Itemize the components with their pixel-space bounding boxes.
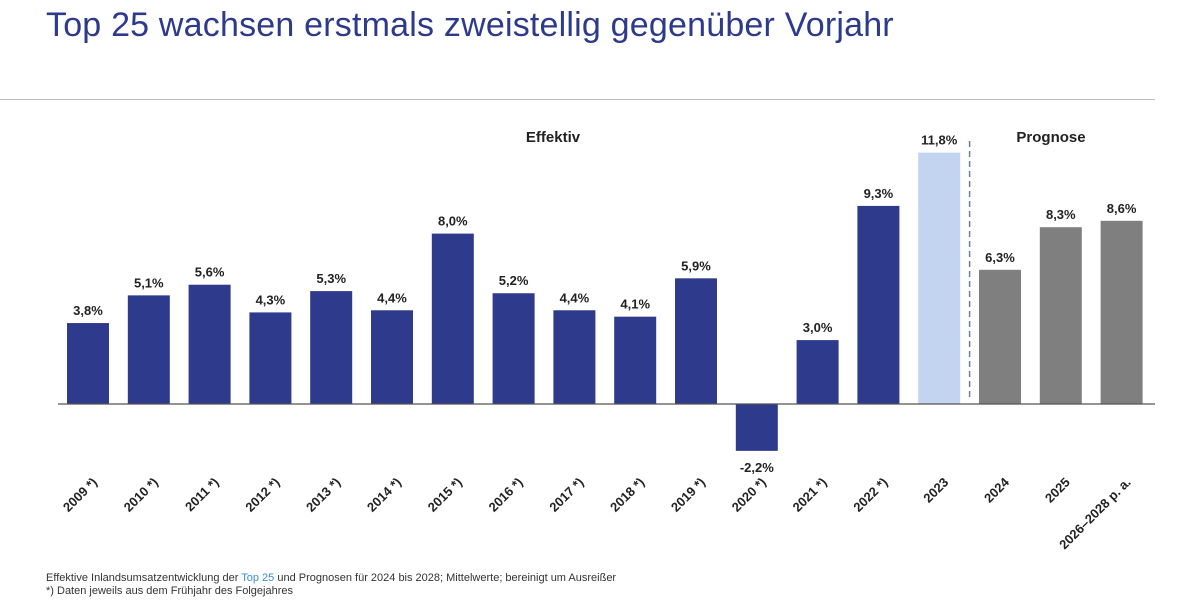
category-label-5: 2014 *) (364, 475, 404, 515)
category-label-6: 2015 *) (425, 475, 465, 515)
category-label-7: 2016 *) (485, 475, 525, 515)
category-label-10: 2019 *) (668, 475, 708, 515)
bar-5 (371, 310, 413, 404)
category-label-9: 2018 *) (607, 475, 647, 515)
section-label-actual: Effektiv (526, 129, 581, 146)
category-label-11: 2020 *) (729, 475, 769, 515)
value-label-13: 9,3% (864, 186, 894, 201)
category-label-2: 2011 *) (182, 475, 222, 515)
value-label-9: 4,1% (620, 297, 650, 312)
value-label-8: 4,4% (560, 290, 590, 305)
category-label-8: 2017 *) (546, 475, 586, 515)
bar-7 (492, 293, 535, 404)
page-title: Top 25 wachsen erstmals zweistellig gege… (46, 6, 894, 44)
value-label-1: 5,1% (134, 275, 164, 290)
bar-3 (249, 312, 292, 404)
bar-chart: 3,8% 2009 *) 5,1% 2010 *) 5,6% 2011 *) 4,3% 201… (58, 129, 1155, 552)
value-label-10: 5,9% (681, 258, 711, 273)
category-label-14: 2023 (920, 475, 951, 506)
value-label-6: 8,0% (438, 214, 468, 229)
bar-6 (431, 233, 474, 404)
bar-4 (310, 291, 353, 404)
bar-8 (553, 310, 596, 404)
bar-12 (796, 340, 839, 404)
bar-11 (735, 404, 778, 451)
category-label-1: 2010 *) (121, 475, 161, 515)
footnote-line-2: *) Daten jeweils aus dem Frühjahr des Fo… (46, 585, 294, 597)
value-label-12: 3,0% (803, 320, 833, 335)
category-label-13: 2022 *) (850, 475, 890, 515)
bar-14 (918, 152, 961, 404)
category-label-12: 2021 *) (789, 475, 829, 515)
category-label-3: 2012 *) (242, 475, 282, 515)
bar-1 (127, 295, 170, 404)
value-label-4: 5,3% (316, 271, 346, 286)
value-label-7: 5,2% (499, 273, 529, 288)
bar-16 (1039, 227, 1082, 404)
value-label-2: 5,6% (195, 265, 225, 280)
value-label-17: 8,6% (1107, 201, 1137, 216)
bar-15 (979, 269, 1021, 404)
bar-9 (614, 316, 657, 404)
footnotes: Effektive Inlandsumsatzentwicklung der T… (46, 572, 616, 598)
value-label-11: -2,2% (740, 460, 774, 475)
bar-13 (857, 205, 900, 404)
category-label-16: 2025 (1042, 475, 1073, 506)
category-label-4: 2013 *) (303, 475, 343, 515)
section-label-forecast: Prognose (1016, 129, 1085, 146)
footnote-line-1: Effektive Inlandsumsatzentwicklung der T… (46, 572, 617, 584)
header-divider (0, 99, 1155, 100)
value-label-3: 4,3% (256, 292, 286, 307)
bar-17 (1100, 220, 1143, 404)
bar-10 (675, 278, 717, 404)
bar-0 (67, 323, 109, 404)
value-label-14: 11,8% (921, 133, 958, 148)
category-label-0: 2009 *) (60, 475, 100, 515)
top25-link[interactable]: Top 25 (241, 572, 275, 584)
value-label-16: 8,3% (1046, 207, 1076, 222)
value-label-5: 4,4% (377, 290, 407, 305)
bar-2 (188, 284, 231, 404)
value-label-0: 3,8% (73, 303, 103, 318)
value-label-15: 6,3% (985, 250, 1015, 265)
category-label-15: 2024 (981, 474, 1013, 506)
